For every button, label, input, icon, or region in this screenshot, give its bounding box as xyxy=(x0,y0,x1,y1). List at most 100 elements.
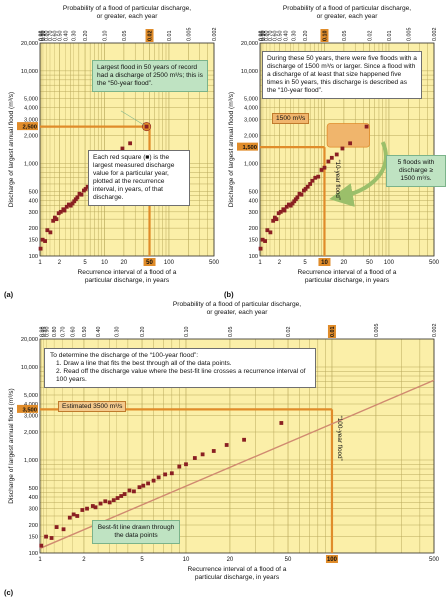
top-tick-label: 0.05 xyxy=(228,327,234,338)
data-point xyxy=(364,124,369,129)
data-point xyxy=(268,230,273,235)
y-tick-label: 300 xyxy=(29,210,38,216)
data-point xyxy=(61,527,66,532)
x-axis-title-line2: particular discharge, in years xyxy=(85,277,170,284)
top-tick-label: 0.005 xyxy=(186,28,192,42)
data-point xyxy=(70,201,75,206)
data-point xyxy=(115,496,120,500)
x-tick-label: 20 xyxy=(121,260,128,266)
y-tick-label: 100 xyxy=(29,254,38,260)
y-tick-label: 5,000 xyxy=(244,97,258,103)
top-tick-label: 0.01 xyxy=(330,327,336,338)
data-point xyxy=(192,456,197,460)
data-point xyxy=(224,443,229,447)
data-point xyxy=(282,208,287,213)
top-tick-label: 0.70 xyxy=(61,327,67,338)
top-tick-label: 0.02 xyxy=(368,31,374,42)
y-tick-label: 5,000 xyxy=(24,97,38,103)
data-point xyxy=(278,209,283,214)
x-tick-label: 500 xyxy=(429,557,440,563)
data-point xyxy=(54,217,59,222)
x-tick-label: 2 xyxy=(278,260,282,266)
top-tick-label: 0.80 xyxy=(264,31,270,42)
data-point xyxy=(51,218,56,223)
data-point xyxy=(71,512,76,517)
top-tick-label: 0.60 xyxy=(272,31,278,42)
y-tick-label: 2,000 xyxy=(24,134,38,140)
y-tick-label: 1,000 xyxy=(24,458,38,464)
data-point xyxy=(128,141,133,146)
top-tick-label: 0.98 xyxy=(39,327,45,338)
top-tick-label: 0.40 xyxy=(96,327,102,338)
top-tick-label: 0.50 xyxy=(82,327,88,338)
x-tick-label: 50 xyxy=(285,557,292,563)
data-point xyxy=(305,184,310,189)
data-point xyxy=(80,508,85,512)
top-tick-label: 0.70 xyxy=(268,31,274,42)
data-point xyxy=(111,498,116,503)
data-point xyxy=(45,228,50,233)
y-axis-title: Discharge of largest annual flood (m³/s) xyxy=(8,92,15,207)
data-point xyxy=(310,178,315,183)
highlight-x-label: 50 xyxy=(146,260,153,266)
note-b-five: 5 floods with discharge ≥ 1500 m³/s. xyxy=(386,155,446,188)
x-tick-label: 1 xyxy=(258,260,262,266)
highlight-top-box xyxy=(320,29,329,42)
top-axis-title-line1: Probability of a flood of particular dis… xyxy=(173,301,301,308)
highlight-y-label: 2,500 xyxy=(22,125,37,131)
data-point xyxy=(90,504,95,508)
x-tick-label: 500 xyxy=(429,260,440,266)
y-tick-label: 500 xyxy=(249,189,258,195)
highlight-x-label: 10 xyxy=(321,260,328,266)
x-tick-label: 5 xyxy=(83,260,87,266)
note-c-procedure: To determine the discharge of the “100-y… xyxy=(44,348,316,389)
data-point xyxy=(127,488,132,493)
data-point xyxy=(308,182,313,186)
data-point xyxy=(75,195,80,200)
data-point xyxy=(329,155,334,160)
y-tick-label: 3,000 xyxy=(244,117,258,123)
top-tick-label: 0.50 xyxy=(57,31,63,42)
x-tick-label: 5 xyxy=(303,260,307,266)
top-tick-label: 0.95 xyxy=(41,327,47,338)
data-point xyxy=(68,203,73,208)
top-five-band xyxy=(326,123,370,148)
data-point xyxy=(319,168,324,172)
data-point xyxy=(132,489,136,494)
x-tick-label: 2 xyxy=(82,557,86,563)
label-ten-year-flood: “10-year flood” xyxy=(334,160,341,200)
top-tick-label: 0.30 xyxy=(72,31,78,42)
y-tick-label: 500 xyxy=(29,189,38,195)
x-axis-title-line1: Recurrence interval of a flood of a xyxy=(298,269,397,276)
top-tick-label: 0.002 xyxy=(212,28,218,42)
data-point xyxy=(284,204,289,209)
y-tick-label: 100 xyxy=(29,551,38,557)
x-tick-label: 20 xyxy=(341,260,348,266)
data-point xyxy=(49,536,54,540)
data-point xyxy=(83,187,88,191)
top-tick-label: 0.95 xyxy=(259,31,265,42)
tag-c-estimated: Estimated 3500 m³/s xyxy=(58,401,127,412)
data-point xyxy=(260,237,265,242)
highlight-top-box xyxy=(145,29,154,42)
data-point xyxy=(85,506,89,511)
data-point xyxy=(107,500,112,505)
data-point xyxy=(326,159,331,164)
highlight-y-label: 3,500 xyxy=(22,407,37,413)
note-a-largest: Largest flood in 50 years of record had … xyxy=(92,60,208,93)
data-point xyxy=(271,218,276,223)
data-point xyxy=(44,534,48,539)
data-point xyxy=(56,211,61,216)
x-axis-title-line2: particular discharge, in years xyxy=(195,574,280,581)
top-tick-label: 0.005 xyxy=(406,28,412,42)
data-point xyxy=(274,217,279,222)
data-point xyxy=(297,191,302,196)
x-tick-label: 5 xyxy=(140,557,144,563)
x-tick-label: 1 xyxy=(38,260,42,266)
y-tick-label: 4,000 xyxy=(24,106,38,112)
data-point xyxy=(299,192,304,197)
top-axis-title-line2: or greater, each year xyxy=(207,309,269,316)
y-tick-label: 20,000 xyxy=(21,337,38,343)
data-point xyxy=(75,514,80,518)
